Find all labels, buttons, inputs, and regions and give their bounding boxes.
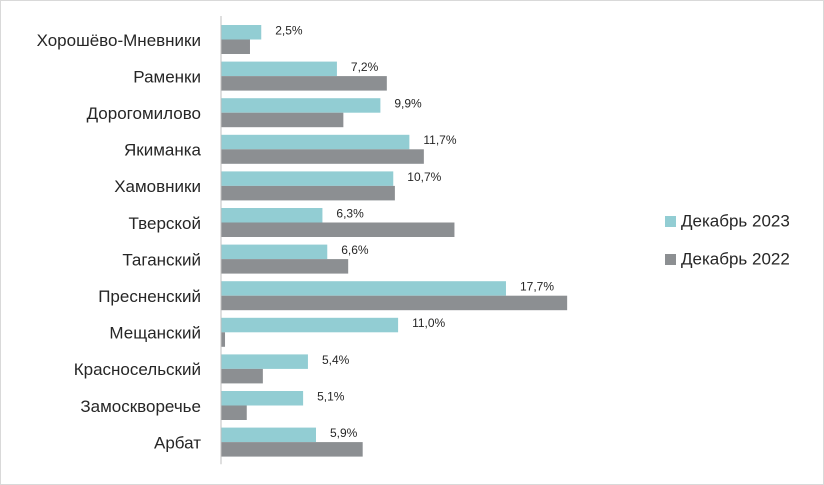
- bar-dec-2023: [221, 354, 308, 369]
- bar-dec-2023: [221, 281, 506, 296]
- bar-dec-2022: [221, 442, 363, 457]
- category-label: Пресненский: [98, 287, 201, 306]
- bar-dec-2022: [221, 405, 247, 420]
- bar-dec-2022: [221, 149, 424, 164]
- bar-dec-2023: [221, 208, 323, 223]
- bar-dec-2023: [221, 134, 410, 150]
- data-label: 5,9%: [330, 426, 358, 440]
- data-label: 11,0%: [412, 316, 445, 330]
- category-label: Красносельский: [74, 360, 201, 379]
- data-label: 2,5%: [275, 23, 303, 37]
- bar-dec-2022: [221, 185, 395, 201]
- bar-dec-2023: [221, 98, 381, 113]
- data-label: 6,3%: [336, 206, 364, 220]
- data-label: 7,2%: [351, 60, 379, 74]
- bar-dec-2023: [221, 171, 394, 186]
- category-label: Якиманка: [124, 141, 202, 160]
- legend-label: Декабрь 2023: [681, 211, 790, 230]
- category-label: Хорошёво-Мневники: [37, 31, 201, 50]
- category-label: Дорогомилово: [87, 104, 201, 123]
- bar-dec-2022: [221, 295, 568, 311]
- bar-dec-2023: [221, 427, 316, 443]
- data-label: 17,7%: [520, 280, 554, 294]
- labels-layer: Хорошёво-Мневники 2,5% Раменки 7,2% Дорогоми…: [37, 23, 555, 452]
- bar-dec-2022: [221, 112, 344, 128]
- bar-dec-2023: [221, 317, 399, 333]
- category-label: Таганский: [122, 250, 201, 269]
- data-label: 5,4%: [322, 353, 350, 367]
- data-label: 11,7%: [423, 133, 456, 147]
- category-label: Мещанский: [109, 324, 201, 343]
- bar-dec-2022: [221, 332, 226, 347]
- bars-layer: [221, 25, 568, 457]
- legend-swatch: [665, 254, 676, 265]
- bar-dec-2022: [221, 39, 250, 54]
- data-label: 9,9%: [394, 97, 422, 111]
- category-label: Хамовники: [114, 177, 201, 196]
- legend-label: Декабрь 2022: [681, 249, 790, 268]
- bar-dec-2023: [221, 391, 304, 406]
- bar-dec-2023: [221, 244, 328, 260]
- bar-dec-2022: [221, 259, 349, 274]
- data-label: 6,6%: [341, 243, 369, 257]
- category-label: Раменки: [133, 67, 201, 86]
- category-label: Замоскворечье: [80, 397, 201, 416]
- legend: Декабрь 2023 Декабрь 2022: [665, 211, 790, 268]
- bar-dec-2022: [221, 222, 455, 237]
- legend-swatch: [665, 216, 676, 227]
- bar-dec-2023: [221, 25, 262, 40]
- data-label: 5,1%: [317, 389, 345, 403]
- bar-dec-2022: [221, 76, 387, 91]
- category-label: Тверской: [129, 214, 201, 233]
- data-label: 10,7%: [407, 170, 441, 184]
- bar-dec-2022: [221, 368, 263, 384]
- bar-dec-2023: [221, 61, 337, 77]
- category-label: Арбат: [154, 433, 201, 452]
